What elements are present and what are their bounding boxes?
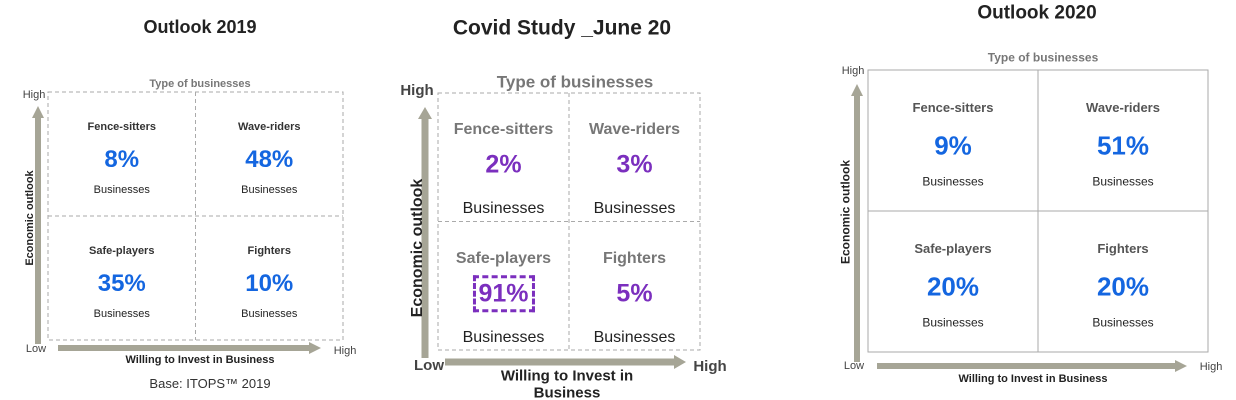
x-axis-arrow (58, 342, 321, 354)
y-axis-label: Economic outlook (838, 159, 853, 265)
quadrant-name: Wave-riders (1086, 99, 1160, 115)
quadrant-name: Fighters (602, 249, 667, 267)
quadrant-unit: Businesses (922, 174, 984, 189)
quadrant-unit: Businesses (922, 315, 984, 330)
quadrant-name: Fence-sitters (87, 120, 156, 133)
quadrant-name: Fence-sitters (453, 121, 554, 139)
quadrant-name: Fighters (1097, 240, 1149, 256)
matrix-header: Type of businesses (149, 77, 251, 90)
quadrant-unit: Businesses (241, 307, 298, 320)
quadrant-value: 8% (104, 145, 140, 173)
footnote: Base: ITOPS™ 2019 (149, 375, 271, 391)
quadrant-name: Safe-players (455, 249, 552, 267)
x-axis-label: Willing to Invest in Business (500, 367, 634, 400)
quadrant-unit: Businesses (593, 200, 676, 218)
axis-high-label: High (841, 64, 865, 77)
matrix-header: Type of businesses (987, 50, 1099, 65)
x-axis-label: Willing to Invest in Business (125, 353, 275, 366)
axis-low-label: Low (843, 359, 865, 372)
quadrant-name: Fence-sitters (912, 99, 994, 115)
quadrant-name: Fighters (247, 244, 291, 257)
x-axis-label: Willing to Invest in Business (958, 372, 1108, 385)
quadrant-unit: Businesses (241, 183, 298, 196)
quadrant-value: 5% (616, 278, 653, 307)
quadrant-value: 9% (934, 130, 972, 161)
x-axis-arrow (877, 360, 1187, 372)
quadrant-unit: Businesses (93, 183, 150, 196)
quadrant-unit: Businesses (1092, 174, 1154, 189)
axis-high-label: High (400, 81, 434, 99)
axis-high-label: High (22, 88, 46, 101)
panel-title: Outlook 2019 (143, 17, 257, 38)
y-axis-arrow (32, 106, 44, 344)
matrix-header: Type of businesses (496, 72, 654, 92)
quadrant-value: 20% (926, 271, 980, 302)
axis-high-label: High (333, 344, 357, 357)
quadrant-unit: Businesses (93, 307, 150, 320)
quadrant-value: 2% (485, 150, 522, 179)
quadrant-name: Wave-riders (237, 120, 301, 133)
axis-high-label: High (693, 357, 727, 375)
quadrant-name: Wave-riders (589, 121, 680, 139)
quadrant-value: 91% (472, 274, 535, 313)
x-axis-arrow (445, 355, 686, 369)
y-axis-label: Economic outlook (409, 178, 427, 318)
quadrant-value: 51% (1096, 130, 1150, 161)
quadrant-unit: Businesses (462, 200, 545, 218)
panel-title: Covid Study _June 20 (452, 16, 672, 40)
quadrant-name: Safe-players (89, 244, 155, 257)
axis-high-label: High (1199, 360, 1223, 373)
axis-low-label: Low (25, 342, 47, 355)
quadrant-name: Safe-players (914, 240, 992, 256)
panel-title: Outlook 2020 (977, 2, 1097, 24)
y-axis-arrow (851, 84, 863, 362)
quadrant-value: 35% (97, 269, 146, 297)
quadrant-value: 48% (245, 145, 294, 173)
axis-low-label: Low (414, 356, 444, 374)
quadrant-unit: Businesses (462, 328, 545, 346)
quadrant-value: 3% (616, 150, 653, 179)
y-axis-arrow (418, 107, 432, 358)
quadrant-value: 20% (1096, 271, 1150, 302)
quadrant-unit: Businesses (593, 328, 676, 346)
quadrant-unit: Businesses (1092, 315, 1154, 330)
y-axis-label: Economic outlook (23, 170, 36, 266)
quadrant-value: 10% (245, 269, 294, 297)
